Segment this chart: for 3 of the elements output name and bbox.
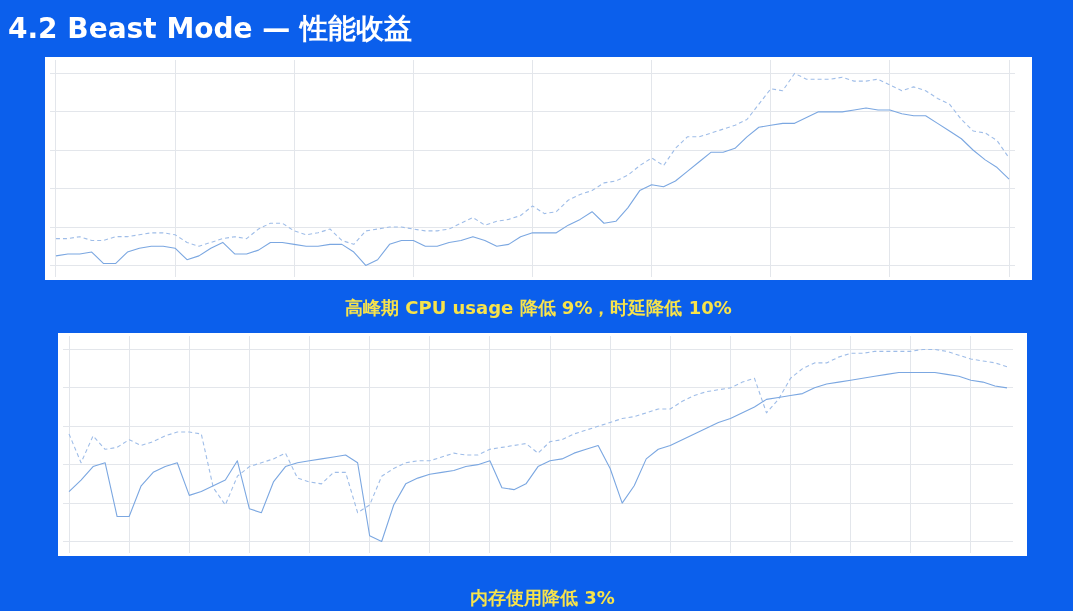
text: 内存使用降低 3% [470, 587, 615, 608]
chart-title: 4.2 Beast Mode — 性能收益 [8, 12, 413, 45]
text: 高峰期 CPU usage 降低 9%，时延降低 10% [345, 297, 732, 318]
